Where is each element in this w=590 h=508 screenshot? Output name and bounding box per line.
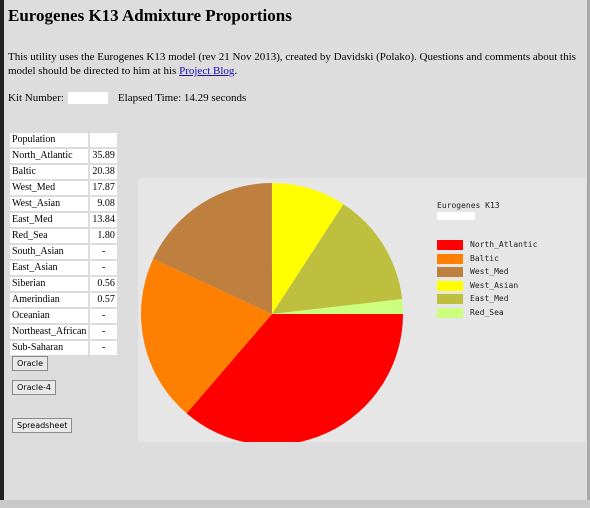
population-value: 0.57 bbox=[90, 293, 117, 307]
table-row: West_Asian 9.08 bbox=[10, 197, 117, 211]
legend-item: West_Asian bbox=[437, 280, 519, 291]
table-header-row: Population bbox=[10, 133, 117, 147]
population-value: 17.87 bbox=[90, 181, 117, 195]
population-name: South_Asian bbox=[10, 245, 89, 259]
legend-item: East_Med bbox=[437, 294, 509, 304]
table-row: East_Med 13.84 bbox=[10, 213, 117, 227]
legend-swatch bbox=[437, 280, 463, 291]
legend-item: North_Atlantic bbox=[437, 240, 537, 250]
legend-label: Baltic bbox=[470, 253, 499, 263]
population-name: East_Med bbox=[10, 213, 89, 227]
table-row: Siberian 0.56 bbox=[10, 277, 117, 291]
legend-label: East_Med bbox=[470, 294, 509, 303]
kit-number-field bbox=[67, 92, 108, 105]
legend-label: West_Med bbox=[470, 267, 509, 276]
legend-item: West_Med bbox=[437, 267, 509, 277]
population-name: Sub-Saharan bbox=[10, 341, 89, 355]
table-row: West_Med 17.87 bbox=[10, 181, 117, 195]
pie-slice-red-sea bbox=[272, 299, 403, 314]
population-value: - bbox=[90, 309, 117, 323]
population-name: Red_Sea bbox=[10, 229, 89, 243]
scrollbar-edge[interactable] bbox=[587, 0, 590, 508]
table-row: Northeast_African - bbox=[10, 325, 117, 339]
table-row: Oceanian - bbox=[10, 309, 117, 323]
population-name: West_Asian bbox=[10, 197, 89, 211]
legend-swatch bbox=[437, 294, 463, 304]
oracle-4-button[interactable]: Oracle-4 bbox=[12, 380, 57, 395]
population-name: Northeast_African bbox=[10, 325, 89, 339]
population-value: 9.08 bbox=[90, 197, 117, 211]
population-name: Oceanian bbox=[10, 309, 89, 323]
population-value: - bbox=[90, 261, 117, 275]
legend-swatch bbox=[437, 240, 463, 250]
project-blog-link[interactable]: Project Blog bbox=[179, 65, 235, 77]
table-row: East_Asian - bbox=[10, 261, 117, 275]
pie-slice-west-med bbox=[153, 183, 272, 314]
population-value: 1.80 bbox=[90, 229, 117, 243]
population-value: 35.89 bbox=[90, 149, 117, 163]
intro-text: This utility uses the Eurogenes K13 mode… bbox=[8, 51, 576, 77]
intro-end: . bbox=[234, 65, 238, 77]
population-name: Amerindian bbox=[10, 293, 89, 307]
elapsed-time: Elapsed Time: 14.29 seconds bbox=[117, 92, 247, 104]
legend-kit-field bbox=[437, 212, 475, 220]
legend-swatch bbox=[437, 253, 463, 264]
pie-chart bbox=[141, 182, 403, 442]
table-row: Red_Sea 1.80 bbox=[10, 229, 117, 243]
legend-swatch bbox=[437, 307, 463, 318]
kit-row: Kit Number: Elapsed Time: 14.29 seconds bbox=[8, 91, 246, 105]
population-name: West_Med bbox=[10, 181, 89, 195]
table-row: South_Asian - bbox=[10, 245, 117, 259]
table-row: Amerindian 0.57 bbox=[10, 293, 117, 307]
population-value: - bbox=[90, 325, 117, 339]
table-row: Baltic 20.38 bbox=[10, 165, 117, 179]
population-name: North_Atlantic bbox=[10, 149, 89, 163]
population-value: 20.38 bbox=[90, 165, 117, 179]
legend-label: Red_Sea bbox=[470, 307, 504, 317]
population-name: East_Asian bbox=[10, 261, 89, 275]
chart-title: Eurogenes K13 bbox=[437, 201, 500, 210]
legend-label: West_Asian bbox=[470, 280, 519, 290]
bottom-edge bbox=[0, 500, 590, 508]
table-row: North_Atlantic 35.89 bbox=[10, 149, 117, 163]
population-value: - bbox=[90, 341, 117, 355]
kit-number-label: Kit Number: bbox=[8, 92, 64, 104]
population-value: - bbox=[90, 245, 117, 259]
population-value: 0.56 bbox=[90, 277, 117, 291]
legend-swatch bbox=[437, 267, 463, 277]
intro-paragraph: This utility uses the Eurogenes K13 mode… bbox=[8, 50, 586, 78]
population-header: Population bbox=[10, 133, 89, 147]
population-table: Population North_Atlantic 35.89 Baltic 20.3… bbox=[8, 131, 119, 357]
legend-item: Baltic bbox=[437, 253, 499, 264]
chart-panel bbox=[138, 178, 586, 442]
page-title: Eurogenes K13 Admixture Proportions bbox=[8, 6, 292, 25]
table-row: Sub-Saharan - bbox=[10, 341, 117, 355]
window-edge bbox=[0, 0, 4, 508]
legend-item: Red_Sea bbox=[437, 307, 504, 318]
pie-slice-west-asian bbox=[271, 182, 344, 314]
pie-slice-east-med bbox=[272, 204, 403, 314]
legend-label: North_Atlantic bbox=[470, 240, 538, 249]
population-value: 13.84 bbox=[90, 213, 117, 227]
spreadsheet-button[interactable]: Spreadsheet bbox=[12, 418, 73, 433]
pie-slice-north-atlantic bbox=[186, 314, 403, 442]
population-name: Baltic bbox=[10, 165, 89, 179]
oracle-button[interactable]: Oracle bbox=[12, 356, 49, 371]
pie-slice-baltic bbox=[141, 258, 272, 414]
value-header bbox=[90, 133, 117, 147]
population-name: Siberian bbox=[10, 277, 89, 291]
